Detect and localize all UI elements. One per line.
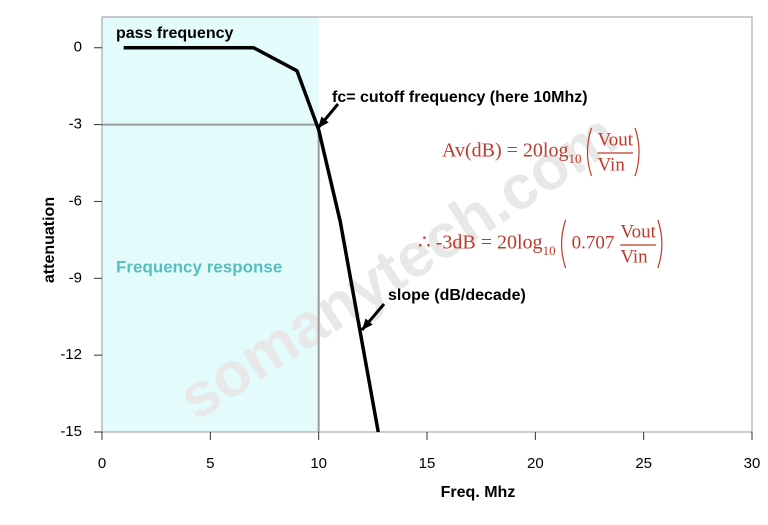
annotation: pass frequency	[116, 25, 233, 42]
y-axis-label: attenuation	[41, 197, 58, 283]
formula-num: Vout	[597, 129, 633, 150]
formula-coef: 0.707	[572, 232, 615, 253]
arrow-head	[362, 318, 373, 330]
pass-band	[102, 17, 319, 432]
paren	[657, 219, 663, 269]
y-tick-label: -12	[60, 346, 82, 363]
paren	[560, 219, 567, 269]
formula-num: Vout	[620, 221, 656, 242]
annotation: fc= cutoff frequency (here 10Mhz)	[332, 89, 588, 106]
formula: Av(dB) = 20log	[442, 140, 568, 162]
x-tick-label: 25	[635, 455, 652, 472]
x-tick-label: 30	[744, 455, 761, 472]
y-tick-label: -15	[60, 423, 82, 440]
annotation: slope (dB/decade)	[388, 287, 526, 304]
x-tick-label: 20	[527, 455, 544, 472]
response-line	[123, 45, 380, 433]
formula: ∴ -3dB = 20log	[418, 232, 543, 254]
arrow-head	[318, 116, 329, 128]
formula-sub: 10	[568, 151, 581, 166]
y-tick-label: -3	[69, 116, 82, 133]
paren	[586, 127, 593, 177]
formula-sub: 10	[543, 243, 556, 258]
y-tick-label: -9	[69, 269, 82, 286]
legend-label: Frequency response	[116, 257, 282, 276]
formula-den: Vin	[597, 154, 625, 175]
y-tick-label: -6	[69, 192, 82, 209]
x-tick-label: 0	[98, 455, 106, 472]
x-axis-label: Freq. Mhz	[441, 484, 516, 501]
y-tick-label: 0	[74, 39, 82, 56]
x-tick-label: 15	[419, 455, 436, 472]
paren	[634, 127, 640, 177]
formula-den: Vin	[620, 246, 648, 267]
x-tick-label: 10	[310, 455, 327, 472]
x-tick-label: 5	[206, 455, 214, 472]
